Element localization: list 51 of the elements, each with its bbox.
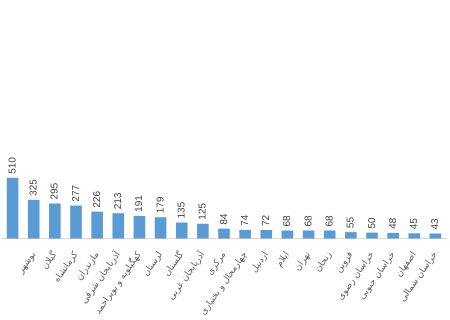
data-label: 43 xyxy=(430,218,442,230)
bar xyxy=(49,203,61,239)
data-label: 68 xyxy=(324,214,336,227)
data-label: 74 xyxy=(240,214,251,226)
data-label: 179 xyxy=(155,196,166,214)
x-tick-label: زنجان xyxy=(313,250,334,274)
bar xyxy=(134,216,146,239)
bar xyxy=(324,230,336,239)
data-label: 55 xyxy=(346,216,357,228)
x-tick-label: اصفهان xyxy=(394,250,419,279)
bar xyxy=(70,206,82,239)
data-label: 45 xyxy=(409,218,420,230)
x-tick-label: اردبیل xyxy=(249,250,271,275)
bar xyxy=(112,213,124,239)
x-tick-label: لرستان xyxy=(141,250,165,278)
bar xyxy=(430,234,442,239)
bar xyxy=(345,232,357,239)
data-label: 191 xyxy=(134,194,146,212)
x-tick-label: قزوین xyxy=(334,250,356,275)
x-tick-label: ایلام xyxy=(274,250,292,269)
data-label: 125 xyxy=(198,202,209,220)
x-tick-label: گیلان xyxy=(38,248,60,272)
data-label: 48 xyxy=(388,217,399,229)
data-label: 325 xyxy=(28,178,40,196)
bar xyxy=(260,230,272,239)
data-label: 135 xyxy=(176,201,188,219)
bar xyxy=(408,233,420,239)
data-label: 226 xyxy=(92,190,103,208)
bar xyxy=(91,212,103,239)
bar xyxy=(6,178,18,239)
data-label: 50 xyxy=(366,217,378,229)
bar xyxy=(366,232,378,239)
data-label: 213 xyxy=(113,192,124,210)
bar xyxy=(218,228,230,239)
bar xyxy=(239,230,251,239)
x-tick-label: تهران xyxy=(292,250,314,273)
x-tick-label: بوشهر xyxy=(16,250,38,276)
data-label: 277 xyxy=(70,184,82,202)
bar xyxy=(282,230,294,239)
data-label: 510 xyxy=(7,156,18,174)
bar xyxy=(154,217,166,239)
bar xyxy=(387,232,399,239)
data-label: 68 xyxy=(282,214,294,227)
bar xyxy=(197,224,209,239)
bar xyxy=(176,222,188,239)
data-label: 72 xyxy=(261,214,272,226)
bar xyxy=(302,230,314,239)
data-label: 68 xyxy=(303,214,314,227)
bar xyxy=(28,200,40,239)
data-label: 295 xyxy=(50,182,61,200)
data-label: 84 xyxy=(218,213,230,225)
